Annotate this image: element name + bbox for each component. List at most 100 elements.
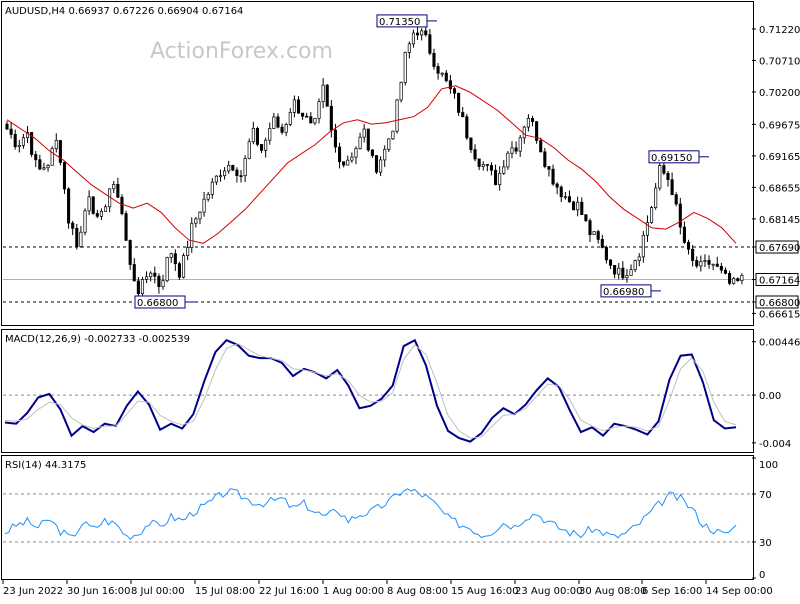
candle-body [140,279,145,294]
candle-body [313,118,317,124]
candle-body [416,32,420,36]
price-y-tick-label: 0.67690 [759,243,800,254]
candle-body [268,128,272,141]
candle-body [112,183,116,190]
candle-body [227,165,231,172]
candle-body [374,155,379,173]
candle-body [210,181,214,195]
price-y-tag [755,295,799,309]
x-tick-label: 8 Aug 08:00 [387,586,448,597]
candle-body [181,255,186,278]
x-tick-label: 30 Jun 16:00 [67,586,131,597]
x-tick-label: 30 Aug 08:00 [579,586,646,597]
candle-body [67,188,71,224]
candle-body [223,170,227,177]
candle-body [177,263,181,278]
candle-body [485,164,489,166]
candle-body [703,260,707,262]
candle-body [654,187,658,208]
candle-body [25,132,30,139]
candle-body [346,159,350,166]
candle-body [650,207,654,223]
candle-body [87,196,91,212]
candle-body [169,253,173,258]
x-tick-label: 23 Jun 2022 [3,586,63,597]
candle-body [502,166,506,174]
candle-body [354,148,358,158]
candle-body [231,165,235,171]
candle-body [473,149,477,160]
candle-body [621,267,625,279]
candle-body [711,263,715,266]
candle-body [255,128,259,145]
candle-body [17,145,21,148]
candle-body [383,148,387,161]
candle-body [682,226,686,243]
x-tick-label: 14 Sep 00:00 [706,586,773,597]
candle-body [588,220,592,235]
candle-body [362,128,366,138]
candle-body [547,166,551,170]
macd-marks [3,338,752,443]
moving-average-line [6,85,737,244]
candle-body [469,137,473,150]
macd-panel-title: MACD(12,26,9) -0.002733 -0.002539 [5,334,190,345]
candle-body [157,275,161,288]
candle-body [161,280,165,288]
candle-body [732,278,736,284]
candle-body [9,128,13,135]
candle-body [494,169,498,186]
candle-body [633,260,637,271]
candle-body [153,272,157,277]
candle-body [5,123,9,130]
macd-y-tick-label: 0.004469 [759,338,800,349]
candle-body [452,88,457,94]
candle-body [13,134,17,148]
rsi-y-tick-label: 0 [759,570,765,581]
rsi-panel-frame [1,455,754,580]
candle-body [395,99,399,132]
candle-body [333,129,337,148]
candle-body [247,141,251,159]
candle-body [559,186,563,198]
candle-body [645,222,650,236]
candle-body [95,213,99,217]
candle-body [465,116,469,139]
candle-body [444,72,448,82]
candle-body [321,84,325,103]
candle-body [338,146,342,163]
candle-body [79,231,83,247]
price-y-tick-label: 0.69165 [759,152,800,163]
candle-body [309,116,313,124]
candle-body [723,269,728,274]
price-y-tick-label: 0.69675 [759,120,800,131]
candle-body [432,52,436,67]
candle-body [637,256,641,261]
price-y-tag [755,273,799,287]
candle-body [662,165,666,174]
candle-body [58,140,62,163]
candle-body [71,222,75,229]
candle-body [214,175,218,183]
candle-body [440,72,444,75]
candle-body [514,147,518,152]
candle-body [198,211,202,220]
candle-body [580,201,584,215]
candle-body [551,168,555,185]
candle-body [145,276,149,280]
candle-body [366,128,370,151]
candle-body [264,139,268,151]
axis-marks: 0.71220 0.70710 0.70200 0.69675 0.69165 0.686… [2,25,800,597]
candle-body [629,269,633,276]
rsi-panel-title: RSI(14) 44.3175 [5,460,86,471]
candle-body [42,167,46,170]
candle-body [284,124,288,133]
candle-body [132,264,136,282]
candle-body [526,118,530,128]
price-y-tick-label: 0.66800 [759,298,800,309]
x-tick-label: 6 Sep 16:00 [642,586,702,597]
candle-body [46,165,50,169]
candle-body [272,116,276,129]
x-tick-label: 15 Jul 08:00 [195,586,255,597]
candle-body [719,265,723,271]
